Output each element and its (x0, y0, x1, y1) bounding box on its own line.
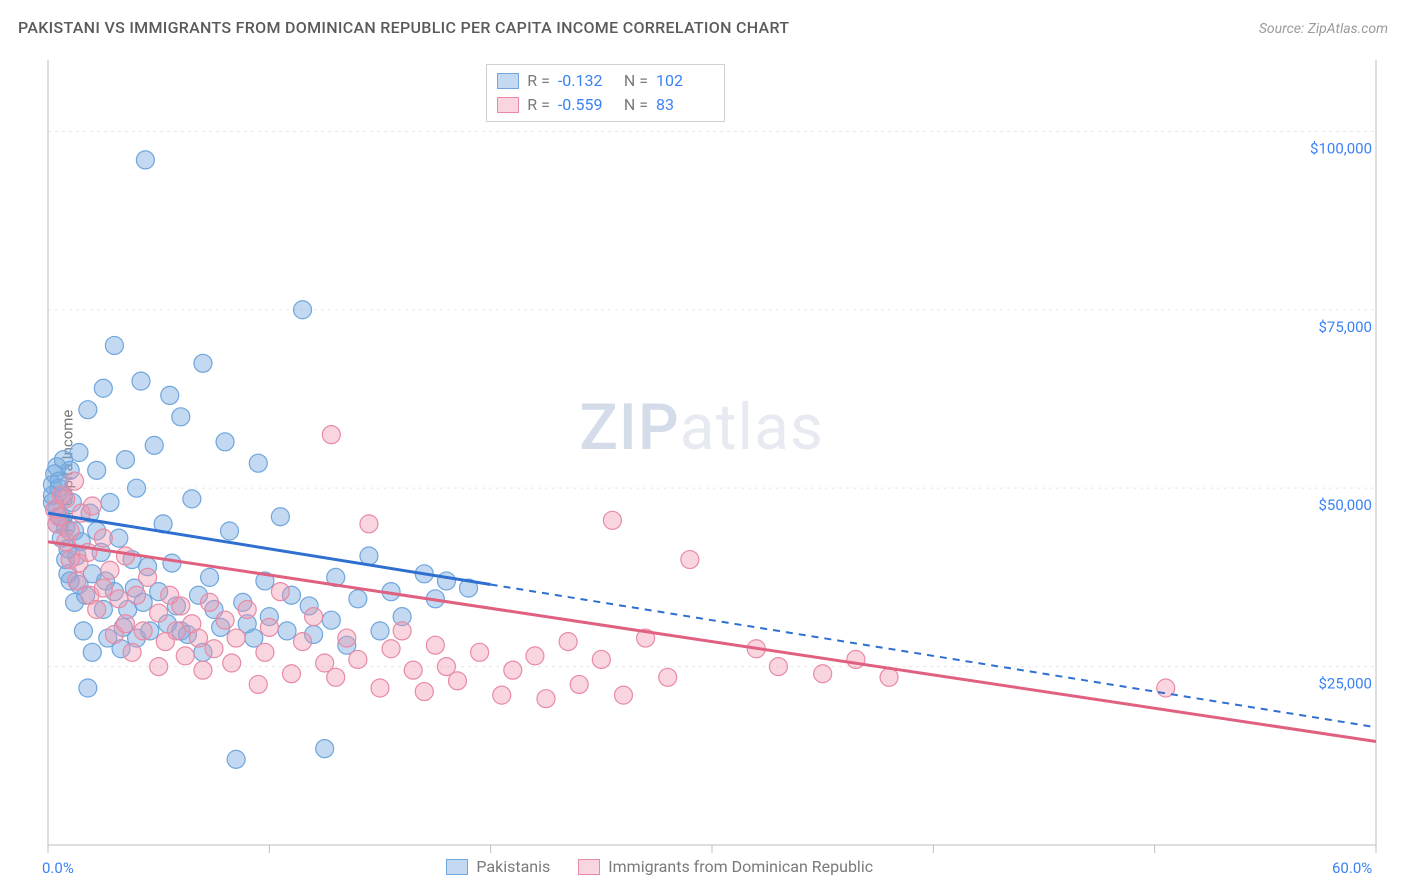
x-axis-max-label: 60.0% (1332, 859, 1372, 877)
legend-label: Immigrants from Dominican Republic (608, 857, 873, 876)
svg-text:$75,000: $75,000 (1318, 318, 1372, 336)
chart-title: PAKISTANI VS IMMIGRANTS FROM DOMINICAN R… (18, 18, 789, 37)
stat-legend-row: R =-0.132N =102 (497, 69, 714, 93)
x-axis-min-label: 0.0% (42, 859, 74, 877)
svg-text:$50,000: $50,000 (1318, 496, 1372, 514)
stat-legend: R =-0.132N =102R =-0.559N =83 (486, 64, 725, 122)
stat-legend-row: R =-0.559N =83 (497, 93, 714, 117)
legend-swatch (497, 73, 519, 89)
source-label: Source: ZipAtlas.com (1259, 21, 1388, 37)
bottom-legend: Pakistanis Immigrants from Dominican Repu… (446, 857, 873, 876)
legend-label: Pakistanis (476, 857, 550, 876)
legend-swatch (497, 97, 519, 113)
legend-swatch (578, 859, 600, 875)
legend-item: Pakistanis (446, 857, 550, 876)
legend-swatch (446, 859, 468, 875)
svg-text:$100,000: $100,000 (1310, 139, 1372, 157)
svg-text:$25,000: $25,000 (1318, 675, 1372, 693)
chart-area: Per Capita Income $25,000$50,000$75,000$… (0, 50, 1406, 892)
scatter-plot: $25,000 $50,000 $75,000 $100,000 (0, 50, 1406, 895)
legend-item: Immigrants from Dominican Republic (578, 857, 873, 876)
